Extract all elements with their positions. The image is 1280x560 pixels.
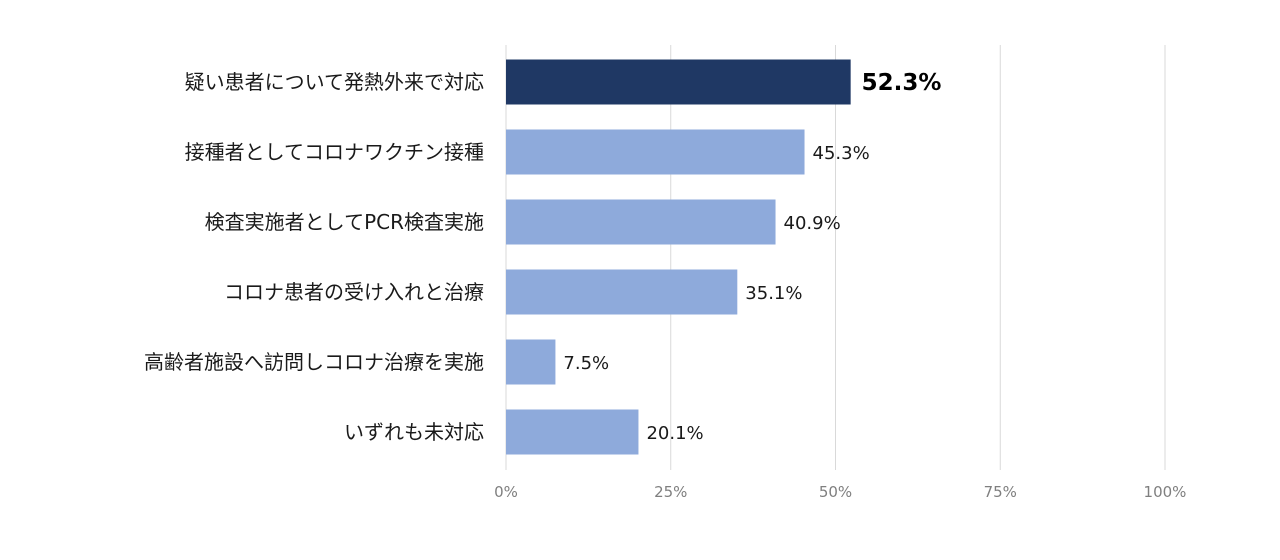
category-label-0: 疑い患者について発熱外来で対応: [185, 70, 484, 94]
x-tick-label-100: 100%: [1144, 483, 1187, 501]
bar-3: [506, 269, 738, 315]
category-label-2: 検査実施者としてPCR検査実施: [205, 210, 484, 234]
value-label-1: 45.3%: [813, 143, 870, 164]
category-label-1: 接種者としてコロナワクチン接種: [185, 140, 484, 164]
category-label-3: コロナ患者の受け入れと治療: [224, 280, 484, 304]
value-label-4: 7.5%: [563, 353, 609, 374]
bar-5: [506, 409, 639, 455]
bar-4: [506, 339, 556, 385]
grid-lines: [505, 45, 1166, 470]
value-label-3: 35.1%: [745, 283, 802, 304]
bars: [506, 59, 851, 455]
category-label-5: いずれも未対応: [344, 420, 484, 444]
x-axis-tick-labels: 0% 25% 50% 75% 100%: [494, 483, 1186, 501]
x-tick-label-0: 0%: [494, 483, 518, 501]
value-labels: 52.3% 45.3% 40.9% 35.1% 7.5% 20.1%: [563, 70, 941, 444]
value-label-5: 20.1%: [646, 423, 703, 444]
x-tick-label-25: 25%: [654, 483, 687, 501]
category-label-4: 高齢者施設へ訪問しコロナ治療を実施: [144, 350, 484, 374]
category-labels: 疑い患者について発熱外来で対応接種者としてコロナワクチン接種検査実施者としてPC…: [144, 70, 484, 444]
x-tick-label-75: 75%: [984, 483, 1017, 501]
x-tick-label-50: 50%: [819, 483, 852, 501]
value-label-2: 40.9%: [784, 213, 841, 234]
bar-2: [506, 199, 776, 245]
bar-1: [506, 129, 805, 175]
bar-0: [506, 59, 851, 105]
value-label-0: 52.3%: [862, 70, 942, 96]
